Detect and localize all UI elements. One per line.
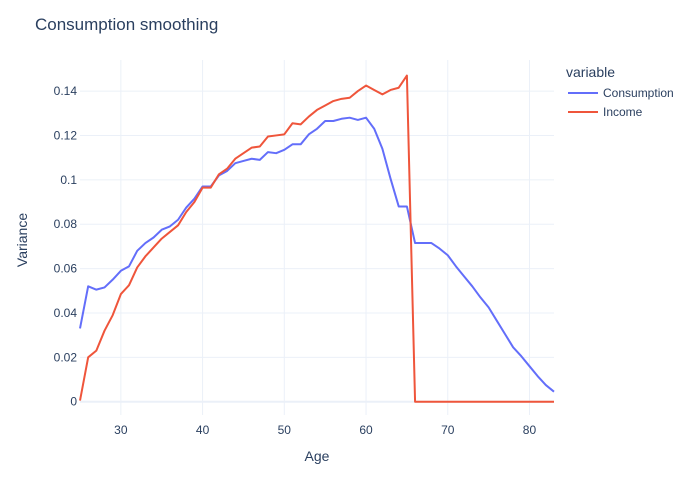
series-line-consumption: [79, 116, 555, 393]
x-tick-label: 30: [114, 423, 128, 437]
legend-title: variable: [566, 64, 615, 80]
series-line-income: [79, 74, 554, 403]
legend-items: Consumption Income: [568, 86, 674, 119]
legend-item-consumption[interactable]: Consumption: [568, 86, 674, 100]
y-tick-label: 0.1: [60, 173, 77, 187]
y-tick-label: 0.02: [54, 350, 78, 364]
legend-label: Income: [603, 105, 643, 119]
chart-title: Consumption smoothing: [35, 15, 218, 34]
y-tick-label: 0: [70, 395, 77, 409]
x-tick-label: 80: [523, 423, 537, 437]
y-tick-label: 0.12: [54, 128, 78, 142]
y-tick-label: 0.08: [54, 217, 78, 231]
y-tick-label: 0.04: [54, 306, 78, 320]
y-tick-label: 0.06: [54, 262, 78, 276]
x-tick-label: 60: [359, 423, 373, 437]
x-tick-label: 70: [441, 423, 455, 437]
y-axis-title: Variance: [14, 213, 30, 267]
y-tick-label: 0.14: [54, 84, 78, 98]
legend: variable Consumption Income: [566, 64, 674, 119]
x-tick-label: 40: [196, 423, 210, 437]
y-axis-ticks: 0 0.02 0.04 0.06 0.08 0.1 0.12 0.14: [54, 84, 78, 409]
x-axis-ticks: 30 40 50 60 70 80: [114, 423, 536, 437]
series-layer: [79, 74, 555, 403]
legend-item-income[interactable]: Income: [568, 105, 643, 119]
x-tick-label: 50: [278, 423, 292, 437]
legend-label: Consumption: [603, 86, 674, 100]
x-axis-title: Age: [305, 448, 330, 464]
